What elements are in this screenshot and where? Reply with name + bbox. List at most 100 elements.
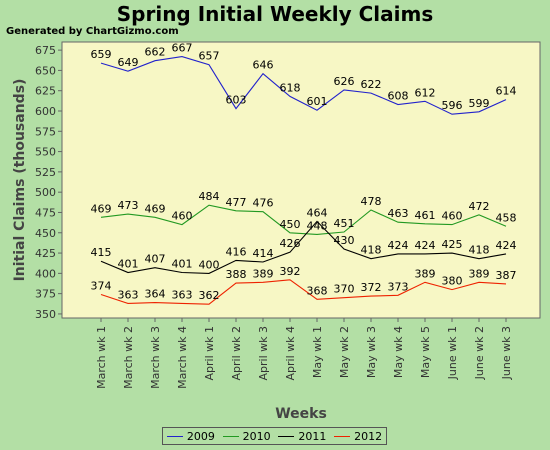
data-label: 364 (145, 288, 166, 301)
legend-swatch (334, 435, 351, 437)
y-axis: 350 375 400 425 450 475 500 525 550 575 600 625 650 6… (35, 44, 62, 321)
data-label: 370 (334, 283, 355, 296)
data-label: 608 (388, 90, 409, 103)
legend-label: 2012 (354, 429, 383, 443)
y-tick-label: 625 (35, 85, 56, 98)
chart-credit: Generated by ChartGizmo.com (6, 26, 179, 37)
data-label: 484 (199, 190, 220, 203)
data-label: 603 (226, 94, 247, 107)
data-label: 451 (334, 217, 355, 230)
data-label: 599 (469, 97, 490, 110)
data-label: 424 (388, 239, 409, 252)
data-label: 392 (280, 265, 301, 278)
legend-swatch (278, 435, 295, 437)
y-tick-label: 650 (35, 64, 56, 77)
data-label: 646 (253, 59, 274, 72)
data-label: 362 (199, 289, 220, 302)
data-label: 400 (199, 258, 220, 271)
data-label: 662 (145, 46, 166, 59)
data-label: 389 (253, 267, 274, 280)
data-label: 657 (199, 50, 220, 63)
data-label: 389 (469, 267, 490, 280)
x-tick-label: March wk 1 (95, 326, 108, 389)
y-tick-label: 550 (35, 146, 56, 159)
y-tick-label: 600 (35, 105, 56, 118)
x-tick-label: June wk 3 (500, 326, 513, 380)
legend-item: 2010 (222, 429, 271, 443)
y-tick-label: 425 (35, 247, 56, 260)
legend: 2009 2010 2011 2012 (162, 427, 387, 445)
data-label: 614 (496, 85, 517, 98)
x-axis: March wk 1 March wk 2 March wk 3 March wk 4… (95, 318, 513, 389)
data-label: 659 (91, 48, 112, 61)
data-label: 472 (469, 200, 490, 213)
legend-label: 2009 (186, 429, 215, 443)
y-tick-label: 475 (35, 206, 56, 219)
data-label: 426 (280, 237, 301, 250)
x-tick-label: May wk 3 (365, 326, 378, 378)
data-label: 667 (172, 42, 193, 55)
y-tick-label: 525 (35, 166, 56, 179)
data-label: 380 (442, 275, 463, 288)
data-label: 418 (361, 244, 382, 257)
y-tick-label: 400 (35, 267, 56, 280)
data-label: 424 (415, 239, 436, 252)
data-label: 401 (118, 258, 139, 271)
legend-item: 2012 (334, 430, 382, 443)
x-tick-label: April wk 2 (230, 326, 243, 381)
data-label: 626 (334, 75, 355, 88)
data-label: 649 (118, 56, 139, 69)
y-tick-label: 675 (35, 44, 56, 57)
data-label: 407 (145, 253, 166, 266)
data-label: 460 (442, 210, 463, 223)
data-label: 601 (307, 95, 328, 108)
x-axis-title: Weeks (275, 406, 327, 422)
data-label: 450 (280, 218, 301, 231)
series-lines (100, 56, 507, 305)
x-tick-label: May wk 5 (419, 326, 432, 378)
x-tick-label: April wk 1 (203, 326, 216, 381)
data-label: 373 (388, 280, 409, 293)
data-label: 418 (469, 244, 490, 257)
data-label: 469 (91, 202, 112, 215)
y-tick-label: 575 (35, 125, 56, 138)
series-line-2010 (100, 204, 507, 235)
legend-swatch (222, 435, 239, 437)
data-label: 368 (307, 284, 328, 297)
x-tick-label: March wk 2 (122, 326, 135, 389)
data-label: 458 (496, 211, 517, 224)
y-tick-label: 500 (35, 186, 56, 199)
data-label: 430 (334, 234, 355, 247)
data-label: 460 (172, 210, 193, 223)
x-tick-label: June wk 2 (473, 326, 486, 380)
data-label: 469 (145, 202, 166, 215)
chart-title: Spring Initial Weekly Claims (116, 2, 434, 26)
data-label: 374 (91, 279, 112, 292)
data-label: 612 (415, 86, 436, 99)
data-label: 414 (253, 247, 274, 260)
legend-label: 2011 (298, 429, 327, 443)
data-label: 477 (226, 196, 247, 209)
data-label: 448 (307, 219, 328, 232)
data-label: 622 (361, 78, 382, 91)
x-tick-label: May wk 2 (338, 326, 351, 378)
y-tick-label: 350 (35, 308, 56, 321)
x-tick-label: April wk 3 (257, 326, 270, 381)
y-axis-title: Initial Claims (thousands) (12, 79, 28, 282)
data-label: 387 (496, 269, 517, 282)
legend-item: 2011 (278, 430, 326, 443)
data-label: 618 (280, 81, 301, 94)
x-tick-label: March wk 3 (149, 326, 162, 389)
data-label: 464 (307, 206, 328, 219)
data-label: 424 (496, 239, 517, 252)
x-tick-label: June wk 1 (446, 326, 459, 380)
data-label: 596 (442, 99, 463, 112)
series-line-2012 (100, 279, 507, 305)
x-tick-label: April wk 4 (284, 326, 297, 381)
series-line-2009 (100, 56, 507, 115)
legend-label: 2010 (242, 429, 271, 443)
data-label: 415 (91, 246, 112, 259)
y-tick-label: 450 (35, 227, 56, 240)
data-label: 363 (172, 288, 193, 301)
